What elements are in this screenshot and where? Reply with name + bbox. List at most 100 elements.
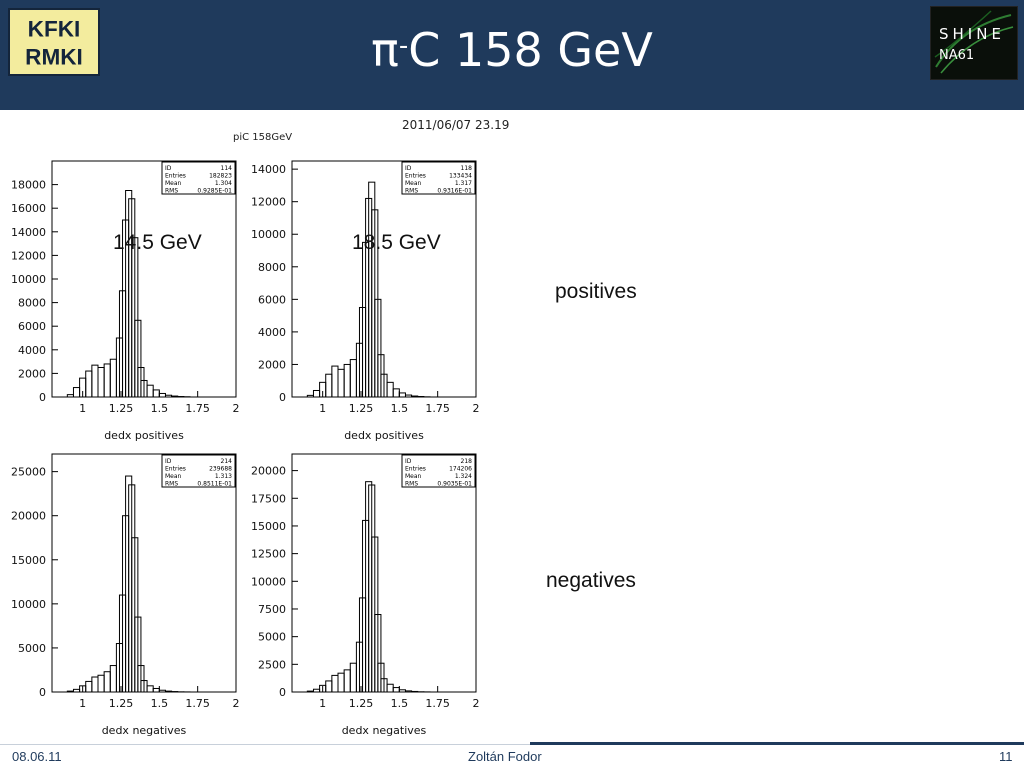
histogram-bar (404, 394, 413, 398)
footer-author: Zoltán Fodor (468, 749, 542, 764)
slide-header: KFKI RMKI π-C 158 GeV SHINE NA61 (0, 0, 1024, 110)
stats-key: ID (405, 458, 412, 465)
histogram-bar (325, 680, 333, 693)
y-tick-label: 10000 (11, 598, 46, 611)
figure-title: piC 158GeV (233, 132, 293, 143)
stats-key: RMS (405, 481, 418, 488)
x-tick-label: 2 (233, 402, 240, 415)
histogram-bar (171, 395, 179, 398)
y-tick-label: 2000 (258, 358, 286, 371)
x-axis-label: dedx negatives (342, 724, 427, 737)
title-rest: C 158 GeV (408, 23, 653, 77)
slide-title: π-C 158 GeV (0, 20, 1024, 80)
histogram-bar (152, 687, 160, 693)
histogram-bar (392, 388, 400, 398)
negatives-label: negatives (546, 569, 636, 592)
y-tick-label: 6000 (258, 293, 286, 306)
histogram-bar (72, 387, 81, 398)
y-tick-label: 10000 (251, 228, 286, 241)
title-pi: π (371, 23, 399, 77)
energy-label-14-5: 14.5 GeV (113, 231, 202, 254)
y-tick-label: 18000 (11, 179, 46, 192)
histogram-bar (158, 689, 166, 693)
histogram-bar (331, 365, 339, 398)
x-axis-label: dedx positives (104, 429, 184, 442)
footer-divider (530, 742, 1024, 745)
x-tick-label: 1.75 (185, 402, 210, 415)
histogram-bar (325, 373, 333, 398)
stats-key: RMS (405, 188, 418, 195)
stats-value: 182823 (209, 173, 232, 180)
y-tick-label: 5000 (258, 631, 286, 644)
histogram-bottom-left: 0 5000 10000 15000 20000 25000 1 1.25 1.5 1.75 2 de… (4, 448, 244, 740)
figure-timestamp: 2011/06/07 23.19 (402, 118, 510, 132)
histogram-bar (109, 358, 117, 398)
y-tick-label: 8000 (18, 297, 46, 310)
y-tick-label: 15000 (11, 554, 46, 567)
histogram-bar (343, 669, 351, 693)
y-tick-label: 20000 (11, 510, 46, 523)
stats-key: RMS (165, 188, 178, 195)
plot-frame (291, 453, 477, 693)
y-tick-label: 16000 (11, 202, 46, 215)
histogram-bar (91, 364, 99, 398)
x-tick-label: 1 (79, 697, 86, 710)
y-tick-label: 0 (279, 391, 286, 404)
plot-frame (51, 160, 237, 398)
y-tick-label: 8000 (258, 261, 286, 274)
histogram-bar (66, 690, 74, 693)
title-sup: - (398, 31, 409, 61)
y-tick-label: 14000 (251, 163, 286, 176)
y-tick-label: 5000 (18, 642, 46, 655)
histogram-top-left: 0 2000 4000 6000 8000 10000 12000 14000 16000 180… (4, 155, 244, 445)
stats-key: Mean (405, 473, 422, 480)
stats-key: Entries (165, 466, 186, 473)
footer-date: 08.06.11 (12, 749, 62, 764)
y-tick-label: 25000 (11, 466, 46, 479)
histogram-bar (306, 394, 314, 398)
stats-key: Mean (165, 473, 182, 480)
figure-header: 2011/06/07 23.19 piC 158GeV (0, 112, 540, 152)
histogram-bar (337, 368, 345, 398)
y-tick-label: 12000 (251, 196, 286, 209)
histogram-bar (152, 389, 160, 398)
histogram-bar (386, 683, 394, 693)
x-axis-label: dedx negatives (102, 724, 187, 737)
logo-right-line-2: NA61 (939, 48, 974, 63)
x-tick-label: 1.5 (391, 697, 409, 710)
histogram-bar (398, 392, 406, 398)
histogram-bar (349, 359, 357, 398)
footer-page-number: 11 (999, 749, 1013, 764)
histogram-bar (103, 363, 111, 398)
histogram-bar (411, 690, 419, 693)
histogram-bar (386, 381, 394, 398)
histogram-bar (91, 676, 99, 693)
histogram-bar (109, 665, 117, 693)
kfki-rmki-logo: KFKI RMKI (8, 8, 100, 76)
y-tick-label: 4000 (258, 326, 286, 339)
x-tick-label: 1.75 (425, 697, 450, 710)
stats-value: 214 (221, 458, 233, 465)
y-tick-label: 2500 (258, 658, 286, 671)
y-tick-label: 10000 (251, 575, 286, 588)
stats-value: 118 (461, 165, 473, 172)
plot-frame (51, 453, 237, 693)
stats-key: Entries (405, 173, 426, 180)
histogram-bar (72, 688, 81, 693)
x-tick-label: 1.75 (425, 402, 450, 415)
histogram-bar (146, 685, 154, 693)
logo-left-line-2: RMKI (25, 45, 83, 70)
histogram-bar (392, 687, 400, 693)
stats-value: 0.9285E-01 (197, 188, 232, 195)
y-tick-label: 14000 (11, 226, 46, 239)
x-tick-label: 2 (473, 697, 480, 710)
stats-key: Entries (165, 173, 186, 180)
x-tick-label: 1 (319, 402, 326, 415)
y-tick-label: 2000 (18, 367, 46, 380)
x-tick-label: 2 (233, 697, 240, 710)
stats-value: 133434 (449, 173, 472, 180)
stats-value: 0.9316E-01 (437, 188, 472, 195)
histogram-bar (66, 394, 74, 398)
stats-key: ID (405, 165, 412, 172)
x-tick-label: 1.25 (349, 697, 374, 710)
